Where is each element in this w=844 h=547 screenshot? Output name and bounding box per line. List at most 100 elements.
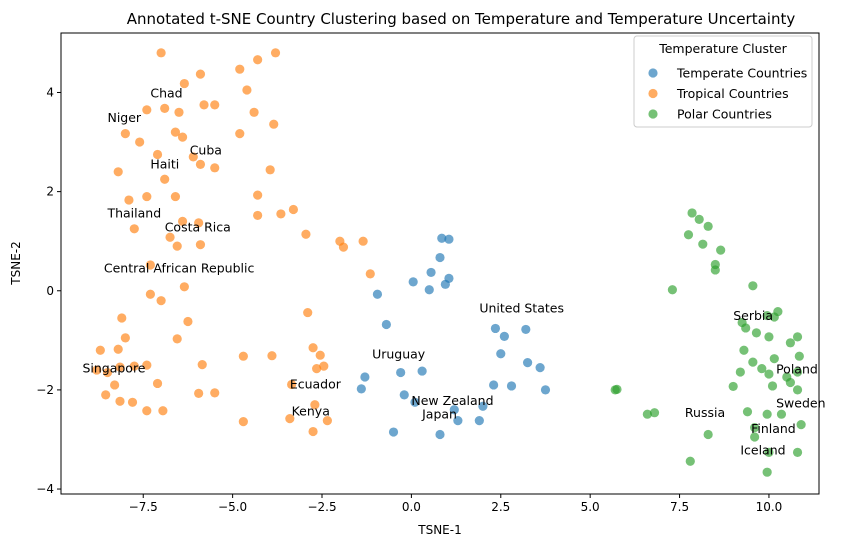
data-point [792,447,803,457]
data-point [156,296,166,306]
data-point [174,107,184,117]
y-tick-label: 4 [46,85,54,99]
data-point [319,361,329,371]
data-point [762,310,772,321]
data-point [135,137,145,147]
data-point [649,408,660,418]
data-point [156,48,166,58]
data-point [120,333,130,343]
data-point [172,334,182,344]
data-point [408,277,418,287]
y-tick-label: −4 [36,482,54,496]
data-point [372,289,383,299]
legend-title: Temperature Cluster [658,41,787,56]
legend: Temperature Cluster Temperate Countries T… [633,35,813,128]
data-point [381,319,391,330]
data-point [499,331,509,341]
data-point [124,195,134,205]
annotation-cuba: Cuba [190,142,222,157]
y-tick-label: 0 [46,284,54,298]
x-axis-label: TSNE-1 [417,523,461,537]
data-point [748,357,758,367]
data-point [522,358,533,368]
data-point [117,313,127,323]
series-tropical-countries [92,48,375,437]
data-point [794,351,804,361]
data-point [365,269,375,279]
data-point [183,316,193,327]
data-point [742,407,753,417]
annotation-costa-rica: Costa Rica [165,219,231,234]
data-point [179,78,189,89]
data-point [489,380,499,390]
data-point [113,344,123,354]
data-point [521,324,531,335]
data-point [785,377,795,388]
annotation-central-african-republic: Central African Republic [104,260,255,275]
data-point [152,378,163,389]
annotations: Chad Niger Cuba Haiti Thailand Costa Rica Cent… [82,85,825,457]
data-point [792,385,803,395]
data-point [685,456,695,466]
data-point [710,265,720,275]
data-point [270,48,281,58]
data-point [322,416,332,426]
data-point [253,210,263,221]
data-point [642,409,652,419]
data-point [177,132,188,142]
data-point [748,281,758,291]
y-axis-label: TSNE-2 [9,241,23,285]
data-point [285,414,295,424]
data-point [358,236,368,246]
data-point [195,159,206,169]
data-point [269,119,279,129]
data-point [435,429,445,440]
data-point [158,406,168,416]
data-point [739,345,749,355]
legend-marker-polar-countries [648,109,658,119]
data-point [540,385,551,395]
data-point [424,285,434,295]
data-point [687,208,697,218]
data-point [142,406,152,416]
data-point [188,152,198,162]
data-point [194,388,204,398]
data-point [199,100,209,110]
data-point [716,245,726,255]
data-point [698,239,708,249]
data-point [728,381,738,392]
data-point [449,405,459,415]
series-polar-countries [610,208,806,477]
annotation-japan: Japan [421,407,457,422]
data-point [115,396,125,406]
data-point [129,224,139,234]
data-point [197,360,207,370]
data-points [92,48,806,477]
data-point [792,367,803,377]
data-point [785,338,795,348]
data-point [113,167,123,177]
legend-label-temperate-countries: Temperate Countries [676,66,807,81]
annotation-new-zealand: New Zealand [411,393,493,408]
data-point [115,362,125,372]
annotation-thailand: Thailand [106,205,161,220]
x-tick-label: −7.5 [129,500,158,514]
data-point [249,107,259,117]
annotation-singapore: Singapore [82,361,145,376]
data-point [301,229,311,239]
data-point [142,105,152,115]
x-tick-label: 0.0 [402,500,421,514]
y-tick-label: −2 [36,383,54,397]
legend-marker-tropical-countries [648,88,658,99]
data-point [667,285,678,295]
data-point [172,241,182,251]
legend-label-tropical-countries: Tropical Countries [676,86,789,101]
data-point [160,103,170,113]
x-tick-label: −2.5 [307,500,336,514]
data-point [276,209,286,219]
x-tick-label: −5.0 [218,500,247,514]
data-point [315,350,325,360]
data-point [356,384,366,394]
data-point [399,390,409,400]
